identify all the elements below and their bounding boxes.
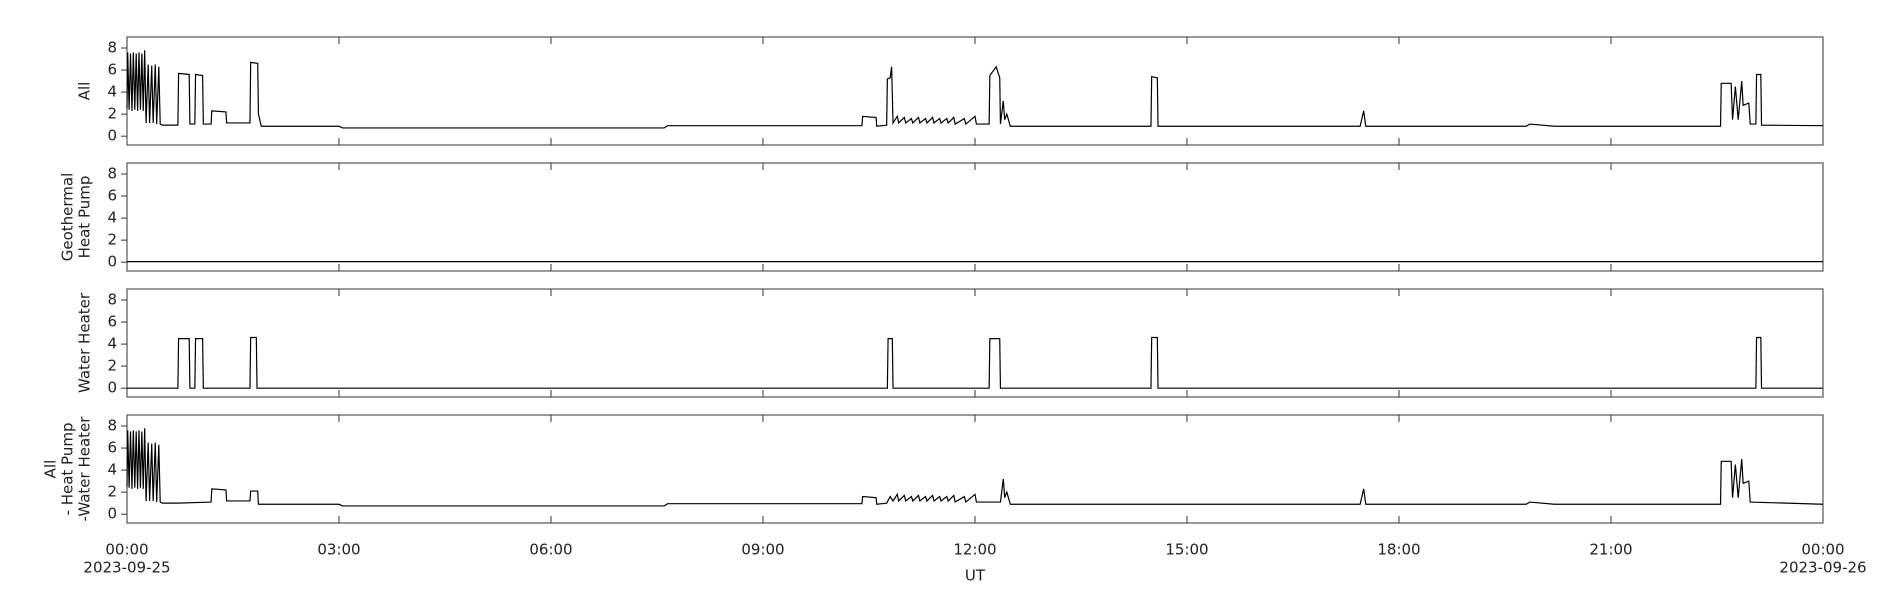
y-tick-label: 8 [107,39,117,57]
y-tick-label: 2 [107,357,117,375]
panel-frame [126,36,1824,146]
data-line [126,428,1824,507]
y-tick-label: 4 [107,209,117,227]
y-tick-label: 4 [107,335,117,353]
panel-frame [126,162,1824,272]
x-tick-label: 09:00 [741,541,784,559]
x-date-label: 2023-09-25 [83,559,170,577]
x-date-label: 2023-09-26 [1779,559,1866,577]
y-tick-label: 0 [107,127,117,145]
data-line [127,336,1823,389]
y-axis-label: Heat Pump [76,176,94,259]
y-axis-label: All [76,82,94,101]
y-axis-label: All [42,460,60,479]
y-tick-label: 2 [107,483,117,501]
y-axis-label: -Water Heater [76,416,94,522]
y-axis-label: Water Heater [76,292,94,393]
x-tick-label: 00:00 [1801,541,1844,559]
y-axis-label: - Heat Pump [59,423,77,516]
y-tick-label: 0 [107,505,117,523]
panel-frame [126,288,1824,398]
x-tick-label: 18:00 [1377,541,1420,559]
panel-frame [126,414,1824,524]
y-tick-label: 6 [107,187,117,205]
y-axis-label: Geothermal [59,173,77,262]
y-tick-label: 4 [107,461,117,479]
x-tick-label: 00:00 [105,541,148,559]
x-tick-label: 15:00 [1165,541,1208,559]
y-tick-label: 8 [107,417,117,435]
x-tick-label: 06:00 [529,541,572,559]
x-axis-label: UT [965,567,986,585]
y-tick-label: 6 [107,439,117,457]
data-line [126,50,1824,129]
y-tick-label: 2 [107,105,117,123]
y-tick-label: 0 [107,379,117,397]
y-tick-label: 4 [107,83,117,101]
y-tick-label: 6 [107,313,117,331]
x-tick-label: 12:00 [953,541,996,559]
x-tick-label: 21:00 [1589,541,1632,559]
x-tick-label: 03:00 [317,541,360,559]
y-tick-label: 8 [107,165,117,183]
y-tick-label: 0 [107,253,117,271]
y-tick-label: 6 [107,61,117,79]
y-tick-label: 2 [107,231,117,249]
y-tick-label: 8 [107,291,117,309]
